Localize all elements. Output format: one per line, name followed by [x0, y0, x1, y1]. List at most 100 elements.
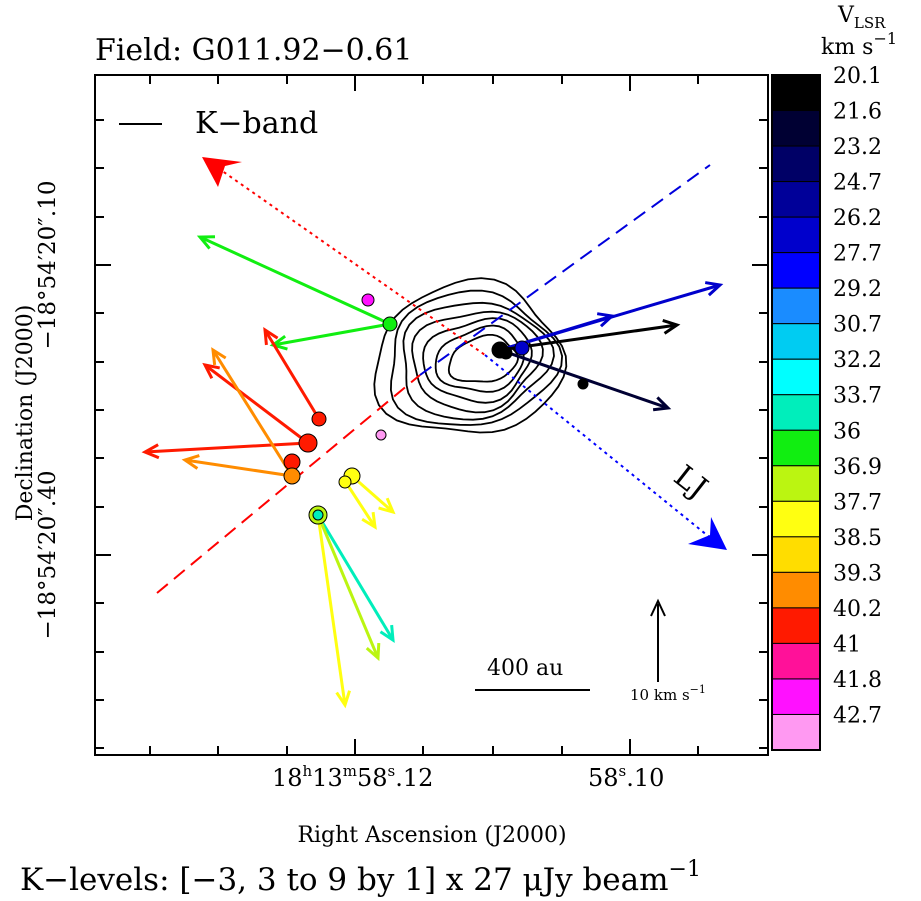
maser-spot	[577, 378, 589, 390]
maser-spot	[382, 316, 398, 332]
colorbar-level-label: 26.2	[833, 206, 882, 231]
x-tick-label-1: 18h13m58s.12	[272, 762, 433, 792]
colorbar-swatch	[771, 145, 821, 183]
jet-direction	[202, 157, 727, 550]
red-outflow-axis	[156, 374, 421, 594]
colorbar-swatch	[771, 571, 821, 609]
colorbar-swatch	[771, 429, 821, 467]
y-axis-label: Declination (J2000)	[13, 305, 38, 522]
contour-level	[422, 317, 533, 404]
proper-motion-vectors	[141, 235, 724, 709]
colorbar-swatch	[771, 394, 821, 431]
colorbar-level-label: 37.7	[833, 490, 882, 515]
colorbar-swatch	[771, 358, 821, 396]
contour-levels-note: K−levels: [−3, 3 to 9 by 1] x 27 μJy bea…	[20, 857, 701, 898]
proper-motion-arrowhead	[704, 281, 724, 297]
colorbar-swatch	[771, 74, 821, 112]
y-tick-label-2: −18°54′20″.40	[35, 471, 61, 640]
proper-motion-arrow	[211, 349, 294, 477]
proper-motion-arrow	[316, 514, 395, 641]
maser-spot	[375, 429, 387, 441]
colorbar-swatch	[771, 252, 821, 289]
contour-level	[389, 289, 564, 426]
maser-spot	[312, 509, 324, 521]
colorbar-swatch	[771, 678, 821, 715]
colorbar-swatch	[771, 713, 821, 751]
proper-motion-arrowhead	[263, 327, 279, 346]
contour-level	[373, 277, 568, 434]
colorbar-level-label: 39.3	[833, 561, 882, 586]
outflow-axes	[156, 164, 711, 594]
colorbar-level-label: 27.7	[833, 242, 882, 267]
colorbar-swatch	[771, 287, 821, 325]
proper-motion-arrowhead	[361, 511, 377, 530]
proper-motion-arrowhead	[211, 347, 227, 366]
proper-motion-arrowhead	[141, 443, 160, 460]
colorbar-level-label: 42.7	[833, 703, 882, 728]
legend-label: K−band	[195, 106, 318, 141]
maser-spot	[298, 433, 318, 453]
proper-motion-arrow	[144, 441, 309, 454]
proper-motion-arrowhead	[652, 396, 672, 412]
proper-motion-arrowhead	[379, 624, 395, 643]
colorbar-swatch	[771, 607, 821, 644]
maser-spot	[499, 346, 513, 360]
plot-frame	[94, 74, 769, 756]
proper-motion-arrowhead	[335, 690, 351, 709]
colorbar-level-label: 41.8	[833, 668, 882, 693]
proper-motion-arrow	[199, 235, 391, 326]
proper-motion-arrowhead	[378, 497, 396, 515]
axis-ticks	[95, 75, 768, 755]
colorbar-level-label: 20.1	[833, 64, 882, 89]
contour-level	[447, 334, 519, 383]
colorbar-level-label: 32.2	[833, 348, 882, 373]
colorbar-level-label: 21.6	[833, 100, 882, 125]
colorbar-frame	[771, 74, 821, 751]
proper-motion-arrowhead	[662, 318, 681, 335]
proper-motion-arrow	[184, 458, 293, 478]
blue-outflow-axis	[419, 164, 711, 376]
maser-spot	[311, 411, 327, 427]
proper-motion-arrow	[499, 323, 678, 352]
colorbar-swatch	[771, 181, 821, 218]
continuum-contours	[373, 277, 568, 434]
maser-spot	[361, 293, 375, 307]
colorbar-level-label: 36.9	[833, 455, 882, 480]
colorbar-level-label: 23.2	[833, 135, 882, 160]
colorbar: 20.1 21.6 23.2 24.7 26.2 27.7 29.2 30.7 32.2 33.7…	[771, 64, 882, 751]
colorbar-level-label: 29.2	[833, 277, 882, 302]
y-tick-label-1: −18°54′20″.10	[35, 181, 61, 350]
jet-blue-arrowhead	[688, 517, 727, 550]
colorbar-title: VLSR	[837, 3, 886, 32]
velocity-scale-arrowhead	[650, 598, 666, 617]
contour-level	[402, 301, 555, 421]
proper-motion-arrow	[351, 474, 394, 514]
maser-spot	[283, 467, 301, 485]
jet-red-line	[217, 167, 486, 356]
proper-motion-arrow	[316, 514, 347, 706]
colorbar-swatch	[771, 642, 821, 680]
proper-motion-arrow	[204, 363, 309, 445]
maser-spot	[514, 340, 530, 356]
colorbar-swatch	[771, 500, 821, 538]
x-tick-label-2: 58s.10	[588, 762, 664, 792]
proper-motion-arrowhead	[365, 642, 381, 662]
chart-title: Field: G011.92−0.61	[95, 33, 412, 68]
colorbar-swatch	[771, 536, 821, 573]
proper-motion-arrowhead	[202, 362, 221, 380]
velocity-scale-label: 10 km s−1	[630, 683, 706, 704]
x-axis-label: Right Ascension (J2000)	[297, 823, 566, 848]
proper-motion-arrowhead	[181, 454, 200, 470]
colorbar-level-label: 33.7	[833, 384, 882, 409]
colorbar-level-label: 40.2	[833, 597, 882, 622]
jet-label: LJ	[667, 459, 714, 506]
colorbar-swatch	[771, 323, 821, 360]
scale-bar-label: 400 au	[487, 656, 563, 681]
colorbar-swatch	[771, 465, 821, 502]
colorbar-swatch	[771, 216, 821, 254]
contour-level	[434, 324, 525, 393]
colorbar-level-label: 41	[833, 632, 861, 657]
contour-level	[411, 310, 544, 414]
colorbar-level-label: 36	[833, 419, 861, 444]
colorbar-unit: km s−1	[821, 29, 897, 60]
